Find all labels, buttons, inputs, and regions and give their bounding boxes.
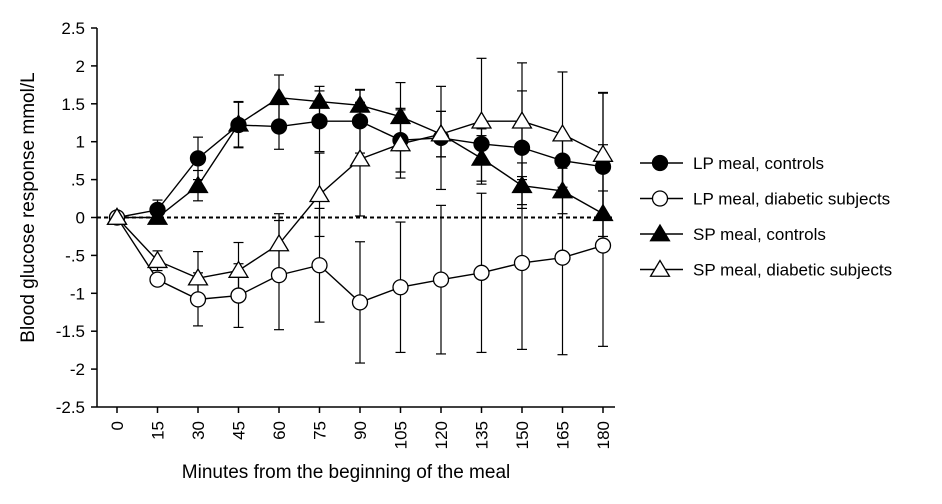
data-point (308, 184, 331, 203)
x-tick-label: 75 (311, 421, 330, 440)
data-point (187, 175, 209, 194)
data-point (146, 250, 169, 269)
data-point (513, 254, 531, 272)
x-tick-label: 45 (230, 421, 249, 440)
data-point (351, 113, 369, 130)
legend-entry: SP meal, diabetic subjects (640, 259, 892, 280)
y-tick-label: -1 (70, 284, 85, 303)
data-point (189, 291, 207, 308)
legend: LP meal, controls LP meal, diabetic subje… (640, 154, 892, 280)
x-tick-label: 15 (149, 421, 168, 440)
data-point (554, 152, 571, 169)
data-point (308, 91, 331, 109)
data-point (554, 249, 571, 266)
y-tick-label: 2.5 (61, 19, 85, 38)
data-point (146, 207, 169, 225)
x-axis-title: Minutes from the beginning of the meal (182, 462, 510, 483)
data-point (473, 264, 490, 281)
legend-entry: LP meal, diabetic subjects (640, 190, 890, 209)
data-point (592, 203, 614, 222)
x-axis-ticks: 0 15 30 45 60 75 90 105 120 135 150 165 180 (108, 407, 613, 449)
x-tick-label: 150 (513, 421, 532, 449)
data-point (513, 139, 531, 156)
data-point (311, 257, 328, 274)
legend-marker (651, 154, 669, 172)
data-point (392, 279, 409, 296)
data-point (432, 271, 450, 288)
y-axis-title: Blood glucose response mmol/L (18, 72, 39, 342)
x-tick-label: 165 (554, 421, 573, 449)
x-tick-label: 120 (432, 421, 451, 449)
legend-label: SP meal, controls (693, 225, 826, 244)
x-tick-label: 60 (270, 421, 289, 440)
error-bars (152, 57, 608, 364)
y-tick-label: -1.5 (56, 322, 85, 341)
data-point (349, 148, 371, 167)
data-point (389, 133, 412, 152)
y-axis-ticks: -2.5 -2 -1.5 -1 -.5 0 .5 1 1.5 2 2.5 (56, 19, 97, 417)
data-point (551, 123, 574, 142)
y-tick-label: -2 (70, 360, 85, 379)
data-point (511, 110, 533, 129)
data-point (268, 87, 290, 106)
y-tick-label: .5 (71, 171, 85, 190)
data-point (270, 118, 288, 135)
data-point (106, 207, 128, 225)
data-point (187, 267, 209, 286)
series-markers (106, 87, 614, 311)
legend-entry: SP meal, controls (640, 223, 826, 244)
data-point (389, 106, 412, 125)
legend-label: LP meal, diabetic subjects (693, 190, 890, 209)
legend-entry: LP meal, controls (640, 154, 824, 173)
data-point (470, 110, 493, 129)
data-point (592, 144, 614, 162)
data-point (470, 148, 493, 166)
data-point (230, 287, 247, 304)
data-point (351, 294, 369, 311)
y-tick-label: 0 (76, 209, 85, 228)
data-point (511, 175, 533, 194)
y-tick-label: 1.5 (61, 95, 85, 114)
x-tick-label: 180 (594, 421, 613, 449)
x-tick-label: 90 (351, 421, 370, 440)
y-tick-label: 1 (76, 133, 85, 152)
legend-label: SP meal, diabetic subjects (693, 261, 892, 280)
y-tick-label: -2.5 (56, 398, 85, 417)
legend-label: LP meal, controls (693, 154, 824, 173)
legend-marker (651, 190, 669, 207)
legend-marker (649, 259, 671, 277)
data-point (430, 123, 452, 142)
data-point (227, 114, 250, 132)
x-tick-label: 135 (473, 421, 492, 449)
data-point (270, 266, 288, 284)
y-tick-label: 2 (76, 57, 85, 76)
data-point (149, 271, 166, 288)
data-point (311, 113, 328, 130)
x-tick-label: 105 (392, 421, 411, 449)
x-tick-label: 30 (189, 421, 208, 440)
data-point (227, 260, 250, 278)
data-point (594, 237, 612, 254)
x-tick-label: 0 (108, 421, 127, 430)
legend-marker (649, 223, 671, 242)
data-point (551, 180, 574, 199)
data-point (268, 233, 290, 252)
data-point (189, 150, 207, 167)
y-tick-label: -.5 (65, 246, 85, 265)
data-point (349, 95, 371, 113)
